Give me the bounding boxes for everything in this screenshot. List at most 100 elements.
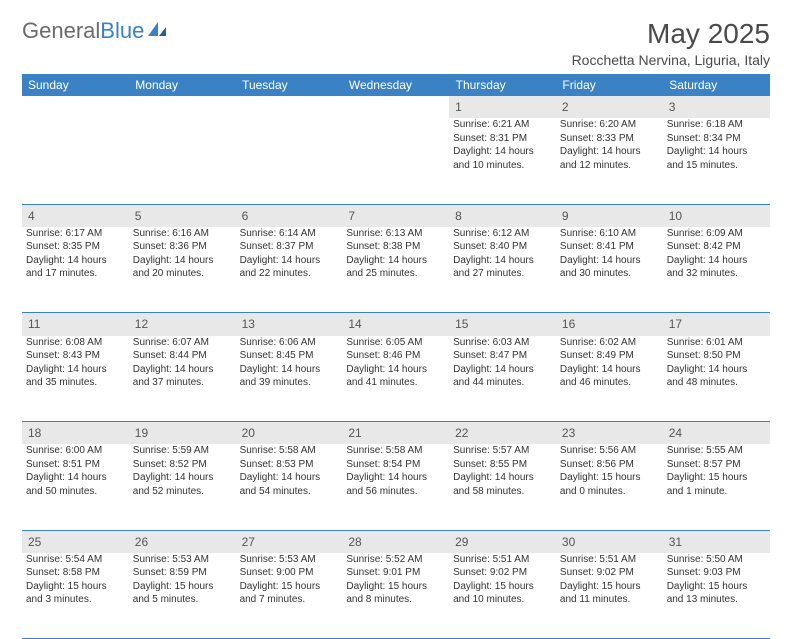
daylight-text: Daylight: 14 hours bbox=[240, 471, 339, 485]
daylight-text: and 35 minutes. bbox=[26, 376, 125, 390]
weekday-header: Saturday bbox=[663, 74, 770, 96]
daylight-text: and 8 minutes. bbox=[346, 593, 445, 607]
day-number-cell: 16 bbox=[556, 313, 663, 336]
day-cell: Sunrise: 6:09 AMSunset: 8:42 PMDaylight:… bbox=[663, 227, 770, 313]
sail-icon bbox=[146, 18, 168, 44]
day-cell: Sunrise: 6:21 AMSunset: 8:31 PMDaylight:… bbox=[449, 118, 556, 204]
day-number-cell: 30 bbox=[556, 530, 663, 553]
day-cell: Sunrise: 5:53 AMSunset: 8:59 PMDaylight:… bbox=[129, 553, 236, 639]
daylight-text: and 3 minutes. bbox=[26, 593, 125, 607]
day-number-cell bbox=[22, 96, 129, 118]
day-cell: Sunrise: 6:06 AMSunset: 8:45 PMDaylight:… bbox=[236, 336, 343, 422]
daylight-text: and 10 minutes. bbox=[453, 593, 552, 607]
daylight-text: and 5 minutes. bbox=[133, 593, 232, 607]
sunrise-text: Sunrise: 6:01 AM bbox=[667, 336, 766, 350]
day-number-cell: 14 bbox=[342, 313, 449, 336]
day-number-cell: 22 bbox=[449, 422, 556, 445]
sunset-text: Sunset: 8:31 PM bbox=[453, 132, 552, 146]
day-number-cell: 9 bbox=[556, 204, 663, 227]
day-cell: Sunrise: 6:20 AMSunset: 8:33 PMDaylight:… bbox=[556, 118, 663, 204]
daylight-text: Daylight: 14 hours bbox=[667, 363, 766, 377]
calendar-header-row: SundayMondayTuesdayWednesdayThursdayFrid… bbox=[22, 74, 770, 96]
day-number-cell: 20 bbox=[236, 422, 343, 445]
sunset-text: Sunset: 8:46 PM bbox=[346, 349, 445, 363]
weekday-header: Sunday bbox=[22, 74, 129, 96]
day-number-cell: 5 bbox=[129, 204, 236, 227]
sunset-text: Sunset: 8:56 PM bbox=[560, 458, 659, 472]
day-number-cell: 2 bbox=[556, 96, 663, 118]
day-cell: Sunrise: 6:03 AMSunset: 8:47 PMDaylight:… bbox=[449, 336, 556, 422]
sunrise-text: Sunrise: 6:03 AM bbox=[453, 336, 552, 350]
day-cell: Sunrise: 5:53 AMSunset: 9:00 PMDaylight:… bbox=[236, 553, 343, 639]
daylight-text: Daylight: 15 hours bbox=[346, 580, 445, 594]
day-number-cell: 24 bbox=[663, 422, 770, 445]
sunrise-text: Sunrise: 6:16 AM bbox=[133, 227, 232, 241]
day-cell: Sunrise: 6:17 AMSunset: 8:35 PMDaylight:… bbox=[22, 227, 129, 313]
sunrise-text: Sunrise: 5:54 AM bbox=[26, 553, 125, 567]
daylight-text: Daylight: 14 hours bbox=[346, 363, 445, 377]
sunrise-text: Sunrise: 5:52 AM bbox=[346, 553, 445, 567]
day-number-cell: 29 bbox=[449, 530, 556, 553]
sunrise-text: Sunrise: 6:07 AM bbox=[133, 336, 232, 350]
daylight-text: Daylight: 14 hours bbox=[560, 363, 659, 377]
logo-text-2: Blue bbox=[100, 18, 144, 44]
daylight-text: Daylight: 15 hours bbox=[240, 580, 339, 594]
day-content-row: Sunrise: 5:54 AMSunset: 8:58 PMDaylight:… bbox=[22, 553, 770, 639]
daylight-text: and 44 minutes. bbox=[453, 376, 552, 390]
title-block: May 2025 Rocchetta Nervina, Liguria, Ita… bbox=[572, 18, 770, 68]
day-number-cell: 12 bbox=[129, 313, 236, 336]
day-cell: Sunrise: 5:58 AMSunset: 8:54 PMDaylight:… bbox=[342, 444, 449, 530]
daylight-text: Daylight: 14 hours bbox=[667, 145, 766, 159]
daylight-text: and 1 minute. bbox=[667, 485, 766, 499]
sunrise-text: Sunrise: 5:58 AM bbox=[240, 444, 339, 458]
sunset-text: Sunset: 8:50 PM bbox=[667, 349, 766, 363]
day-number-cell: 27 bbox=[236, 530, 343, 553]
sunset-text: Sunset: 9:02 PM bbox=[560, 566, 659, 580]
daylight-text: and 12 minutes. bbox=[560, 159, 659, 173]
location: Rocchetta Nervina, Liguria, Italy bbox=[572, 52, 770, 68]
sunset-text: Sunset: 8:40 PM bbox=[453, 240, 552, 254]
sunset-text: Sunset: 8:59 PM bbox=[133, 566, 232, 580]
daylight-text: Daylight: 14 hours bbox=[560, 145, 659, 159]
daylight-text: Daylight: 14 hours bbox=[240, 254, 339, 268]
day-number-cell: 31 bbox=[663, 530, 770, 553]
month-title: May 2025 bbox=[572, 18, 770, 50]
sunset-text: Sunset: 8:52 PM bbox=[133, 458, 232, 472]
daylight-text: Daylight: 14 hours bbox=[560, 254, 659, 268]
daylight-text: Daylight: 14 hours bbox=[26, 363, 125, 377]
day-content-row: Sunrise: 6:08 AMSunset: 8:43 PMDaylight:… bbox=[22, 336, 770, 422]
day-number-cell: 6 bbox=[236, 204, 343, 227]
daylight-text: and 30 minutes. bbox=[560, 267, 659, 281]
daylight-text: and 11 minutes. bbox=[560, 593, 659, 607]
day-content-row: Sunrise: 6:17 AMSunset: 8:35 PM Daylight:… bbox=[22, 227, 770, 313]
logo: GeneralBlue bbox=[22, 18, 168, 44]
daylight-text: Daylight: 14 hours bbox=[453, 363, 552, 377]
daylight-text: Daylight: 14 hours bbox=[453, 145, 552, 159]
day-number-row: 11121314151617 bbox=[22, 313, 770, 336]
daylight-text: Daylight: 15 hours bbox=[667, 471, 766, 485]
header: GeneralBlue May 2025 Rocchetta Nervina, … bbox=[22, 18, 770, 68]
day-cell: Sunrise: 5:51 AMSunset: 9:02 PMDaylight:… bbox=[556, 553, 663, 639]
daylight-text: and 32 minutes. bbox=[667, 267, 766, 281]
sunset-text: Sunset: 8:45 PM bbox=[240, 349, 339, 363]
sunrise-text: Sunrise: 6:10 AM bbox=[560, 227, 659, 241]
day-cell: Sunrise: 6:02 AMSunset: 8:49 PMDaylight:… bbox=[556, 336, 663, 422]
day-number-cell: 10 bbox=[663, 204, 770, 227]
daylight-text: Daylight: 15 hours bbox=[26, 580, 125, 594]
daylight-text: and 22 minutes. bbox=[240, 267, 339, 281]
day-cell: Sunrise: 6:05 AMSunset: 8:46 PMDaylight:… bbox=[342, 336, 449, 422]
day-number-row: 25262728293031 bbox=[22, 530, 770, 553]
day-cell: Sunrise: 6:12 AMSunset: 8:40 PMDaylight:… bbox=[449, 227, 556, 313]
sunset-text: Sunset: 8:34 PM bbox=[667, 132, 766, 146]
daylight-text: and 39 minutes. bbox=[240, 376, 339, 390]
sunrise-text: Sunrise: 5:51 AM bbox=[453, 553, 552, 567]
daylight-text: and 20 minutes. bbox=[133, 267, 232, 281]
day-number-cell: 28 bbox=[342, 530, 449, 553]
daylight-text: Daylight: 15 hours bbox=[133, 580, 232, 594]
sunrise-text: Sunrise: 6:02 AM bbox=[560, 336, 659, 350]
sunrise-text: Sunrise: 6:09 AM bbox=[667, 227, 766, 241]
sunrise-text: Sunrise: 6:17 AM bbox=[26, 227, 125, 241]
sunset-text: Sunset: 8:35 PM bbox=[26, 240, 125, 254]
day-cell: Sunrise: 5:55 AMSunset: 8:57 PMDaylight:… bbox=[663, 444, 770, 530]
daylight-text: and 25 minutes. bbox=[346, 267, 445, 281]
